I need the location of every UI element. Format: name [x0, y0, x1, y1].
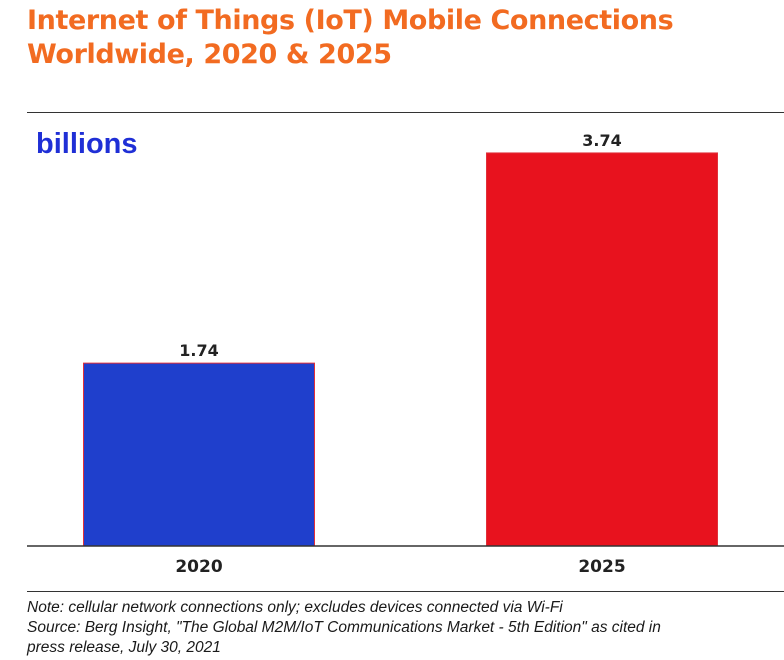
bar-2025 — [486, 152, 718, 547]
footnote-note: Note: cellular network connections only;… — [27, 599, 563, 616]
unit-label: billions — [36, 128, 138, 160]
footnote: Note: cellular network connections only;… — [27, 598, 784, 658]
footnote-release: press release, July 30, 2021 — [27, 639, 221, 656]
chart-subtitle: Worldwide, 2020 & 2025 — [27, 39, 392, 70]
x-tick-label-2020: 2020 — [175, 557, 222, 577]
chart-title-block: Internet of Things (IoT) Mobile Connecti… — [27, 4, 767, 72]
x-tick-label-2025: 2025 — [578, 557, 625, 577]
bar-2020 — [83, 362, 315, 547]
data-label-2025: 3.74 — [582, 131, 621, 150]
chart-title: Internet of Things (IoT) Mobile Connecti… — [27, 5, 674, 36]
footnote-rule — [27, 591, 784, 592]
footnote-source: Source: Berg Insight, "The Global M2M/Io… — [27, 619, 661, 636]
data-label-2020: 1.74 — [179, 341, 218, 360]
top-rule — [27, 112, 784, 113]
